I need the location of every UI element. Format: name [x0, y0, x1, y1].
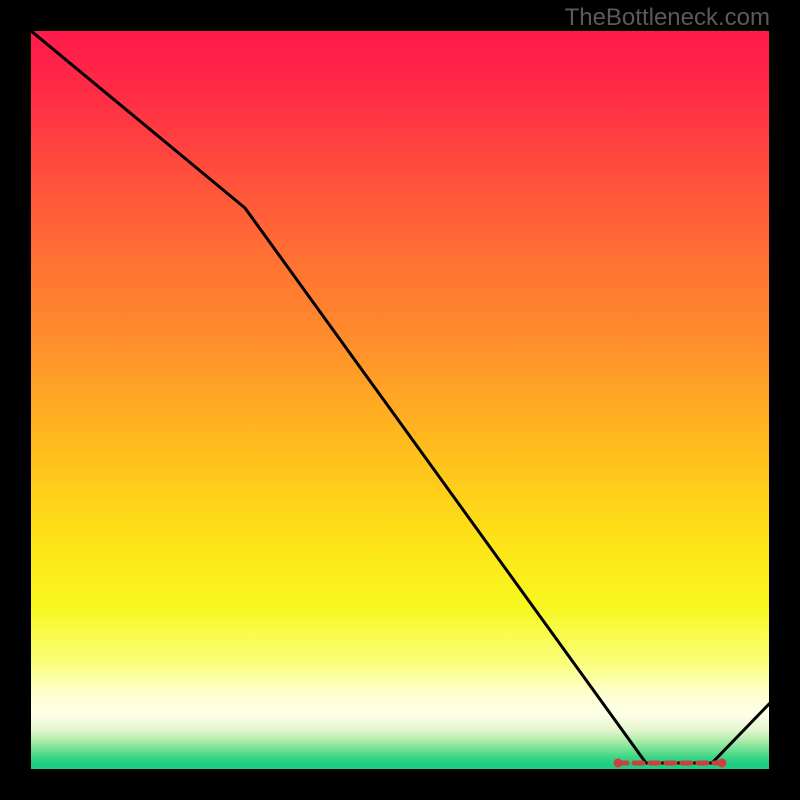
optimal-range-start-dot [614, 759, 623, 768]
gradient-background [30, 30, 770, 770]
chart-svg [0, 0, 800, 800]
optimal-range-end-dot [718, 759, 727, 768]
chart-container: TheBottleneck.com [0, 0, 800, 800]
watermark-text: TheBottleneck.com [565, 4, 770, 32]
